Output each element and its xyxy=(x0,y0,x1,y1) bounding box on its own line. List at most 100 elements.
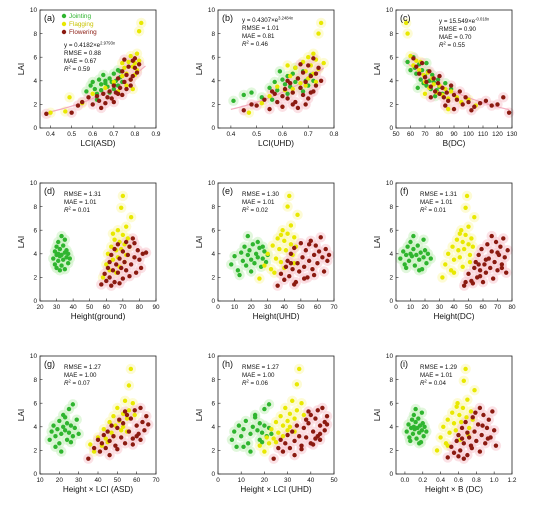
data-point xyxy=(463,95,468,100)
data-point xyxy=(477,405,483,411)
x-tick-label: 60 xyxy=(479,304,487,311)
x-tick-label: 80 xyxy=(508,304,516,311)
x-tick-label: 120 xyxy=(492,131,503,138)
data-point xyxy=(103,101,108,106)
data-point xyxy=(56,251,61,256)
fit-equation: y = 15.549×e-0.018x xyxy=(439,17,490,26)
data-point xyxy=(324,422,330,427)
data-point xyxy=(144,413,149,419)
y-tick-label: 8 xyxy=(389,204,393,211)
r-squared-symbol: R xyxy=(420,207,425,214)
data-point xyxy=(451,450,457,455)
data-point xyxy=(415,243,420,248)
data-point xyxy=(127,244,132,249)
data-point xyxy=(466,435,472,440)
y-tick-label: 0 xyxy=(389,125,393,132)
x-tick-label: 20 xyxy=(248,304,256,311)
data-point xyxy=(505,248,510,253)
data-point xyxy=(69,110,74,115)
data-point xyxy=(467,252,473,258)
data-point xyxy=(103,85,108,91)
data-point xyxy=(234,444,239,450)
data-point xyxy=(253,251,259,256)
y-tick-label: 6 xyxy=(211,54,215,61)
data-point xyxy=(466,99,471,105)
data-point xyxy=(232,253,237,259)
data-point xyxy=(417,257,422,262)
data-point xyxy=(431,76,436,81)
data-point xyxy=(454,404,459,409)
data-point xyxy=(310,266,315,272)
data-point xyxy=(403,252,409,258)
data-point xyxy=(53,434,58,439)
data-point xyxy=(57,268,63,273)
data-point xyxy=(278,232,284,238)
data-point xyxy=(57,441,62,446)
y-tick-label: 2 xyxy=(389,102,393,109)
legend-label: Jointing xyxy=(69,13,91,20)
data-point xyxy=(269,97,275,102)
data-point xyxy=(243,418,249,424)
data-point xyxy=(432,93,438,99)
x-tick-label: 40 xyxy=(70,304,78,311)
data-point xyxy=(267,85,272,91)
data-point xyxy=(401,249,406,254)
x-tick-label: 10 xyxy=(238,477,246,484)
x-axis-title: LCI(ASD) xyxy=(80,139,115,148)
data-point xyxy=(318,235,323,240)
data-point xyxy=(127,274,132,279)
data-point xyxy=(120,424,126,429)
x-tick-label: 50 xyxy=(297,304,305,311)
x-tick-label: 70 xyxy=(494,304,502,311)
data-point xyxy=(266,402,272,407)
data-point xyxy=(313,416,318,421)
data-point xyxy=(311,272,317,278)
data-point xyxy=(488,265,493,271)
x-tick-label: 0 xyxy=(216,304,220,311)
data-point xyxy=(132,408,137,413)
data-point xyxy=(112,237,117,242)
data-point xyxy=(316,249,322,254)
y-tick-label: 8 xyxy=(211,377,215,384)
x-tick-label: 70 xyxy=(421,131,429,138)
r-squared: R2 = 0.01 xyxy=(420,206,446,215)
chart-panel: 0 10 20 30 40 50 60 70 80 0 2 4 6 8 10 Height(DC) LAI (f)… xyxy=(373,180,516,321)
panel-label: (g) xyxy=(44,359,55,369)
data-point xyxy=(269,431,274,437)
r-squared-symbol: R xyxy=(242,41,247,48)
data-point xyxy=(52,249,58,254)
y-tick-label: 8 xyxy=(389,31,393,38)
data-point xyxy=(68,423,74,428)
y-tick-label: 10 xyxy=(208,7,216,14)
data-point xyxy=(276,445,281,451)
data-point xyxy=(461,441,467,446)
data-point xyxy=(470,415,475,420)
data-point xyxy=(317,423,323,428)
data-point xyxy=(469,445,475,451)
data-point xyxy=(443,80,448,86)
y-tick-label: 4 xyxy=(211,251,215,258)
panel-label: (h) xyxy=(222,359,233,369)
y-axis-title: LAI xyxy=(195,409,204,421)
data-point xyxy=(107,259,112,265)
data-point xyxy=(273,256,279,261)
data-point xyxy=(483,98,489,104)
data-point xyxy=(248,257,254,262)
data-point xyxy=(321,60,326,66)
r-squared-symbol: R xyxy=(64,66,69,73)
data-point xyxy=(101,426,107,432)
panel-label: (d) xyxy=(44,186,55,196)
data-point xyxy=(65,261,71,266)
y-tick-label: 6 xyxy=(211,400,215,407)
y-tick-label: 2 xyxy=(389,275,393,282)
data-point xyxy=(104,278,109,284)
x-tick-label: 0.8 xyxy=(130,131,139,138)
r-squared-exponent: 2 xyxy=(246,379,249,384)
legend-label: Flowering xyxy=(69,29,97,36)
y-tick-label: 2 xyxy=(33,448,37,455)
data-point xyxy=(270,243,275,248)
data-point xyxy=(124,86,129,92)
data-point xyxy=(476,262,481,267)
equation-exponent: 2.9793x xyxy=(100,41,116,46)
data-point xyxy=(495,102,500,107)
